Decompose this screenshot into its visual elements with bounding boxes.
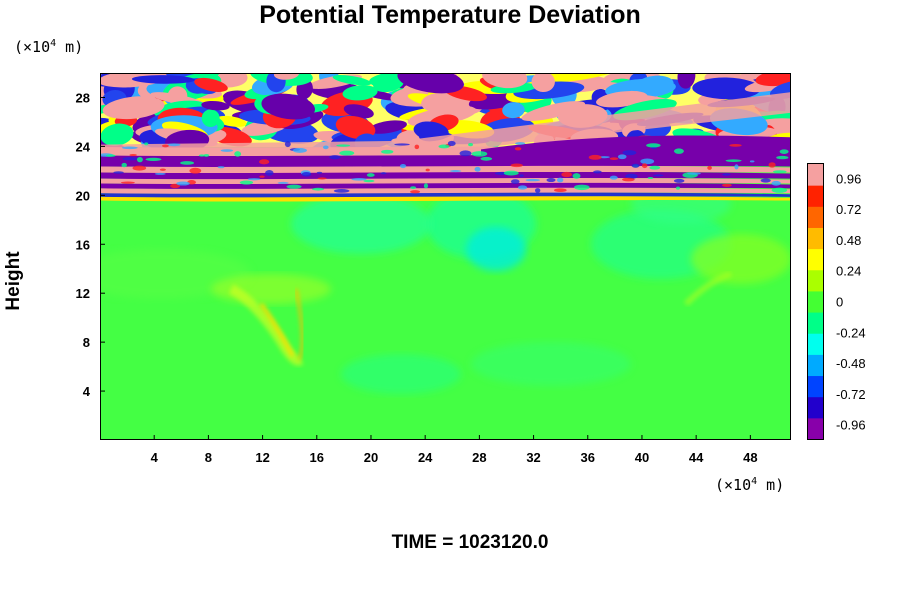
y-tick: 4: [83, 384, 105, 399]
y-tick-label: 28: [76, 90, 90, 105]
colorbar-swatch: [808, 333, 823, 345]
colorbar-swatch: [808, 354, 823, 366]
x-tick: 32: [526, 435, 541, 465]
colorbar-swatch: [808, 216, 823, 228]
colorbar-swatch: [808, 396, 823, 408]
colorbar-swatch: [808, 322, 823, 334]
x-tick: 36: [581, 435, 595, 465]
x-tick-label: 32: [526, 450, 540, 465]
y-tick-label: 8: [83, 335, 90, 350]
time-label: TIME = 1023120.0: [391, 532, 549, 553]
y-tick-label: 24: [76, 139, 91, 154]
colorbar-swatch: [808, 417, 823, 429]
x-unit-prefix: (×10: [715, 476, 752, 494]
x-tick-label: 28: [472, 450, 486, 465]
colorbar-swatch: [808, 301, 823, 313]
colorbar-swatch: [808, 280, 823, 292]
x-tick: 28: [472, 435, 487, 465]
y-axis-unit: (×104 m): [14, 35, 83, 56]
y-tick: 8: [83, 335, 105, 350]
x-tick-label: 4: [151, 450, 159, 465]
colorbar-swatch: [808, 227, 823, 239]
y-tick: 24: [76, 139, 105, 154]
x-tick-label: 16: [310, 450, 324, 465]
colorbar-swatch: [808, 312, 823, 324]
colorbar-label: -0.72: [836, 387, 866, 402]
x-tick-label: 36: [581, 450, 595, 465]
colorbar-swatch: [808, 164, 823, 176]
colorbar-label: 0: [836, 295, 843, 310]
colorbar-label: -0.48: [836, 356, 866, 371]
x-tick-label: 48: [743, 450, 757, 465]
y-unit-prefix: (×10: [14, 38, 51, 56]
colorbar-label: -0.24: [836, 325, 866, 340]
x-tick: 8: [205, 435, 212, 465]
colorbar-swatch: [808, 386, 823, 398]
y-tick: 16: [76, 237, 105, 252]
colorbar-label: 0.72: [836, 202, 861, 217]
colorbar-swatch: [808, 428, 823, 440]
y-tick: 28: [76, 90, 105, 105]
x-unit-suffix: m): [757, 476, 785, 494]
x-tick-label: 8: [205, 450, 212, 465]
colorbar-label: 0.96: [836, 171, 861, 186]
colorbar-swatch: [808, 174, 823, 186]
x-tick-label: 12: [255, 450, 269, 465]
y-tick-label: 4: [83, 384, 91, 399]
colorbar-swatch: [808, 259, 823, 271]
y-tick-label: 12: [76, 286, 90, 301]
x-tick-label: 24: [418, 450, 433, 465]
colorbar-label: -0.96: [836, 418, 866, 433]
x-tick: 20: [364, 435, 378, 465]
colorbar-swatch: [808, 407, 823, 419]
colorbar-swatch: [808, 206, 823, 218]
x-tick: 48: [743, 435, 758, 465]
x-tick-label: 40: [635, 450, 649, 465]
colorbar-swatch: [808, 248, 823, 260]
x-axis-unit: (×104 m): [715, 473, 784, 494]
x-tick-label: 20: [364, 450, 378, 465]
y-tick: 12: [76, 286, 105, 301]
y-tick-label: 20: [76, 188, 90, 203]
x-tick: 12: [255, 435, 270, 465]
chart-title: Potential Temperature Deviation: [259, 1, 641, 29]
x-tick: 4: [151, 435, 159, 465]
x-tick: 44: [689, 435, 704, 465]
colorbar-swatch: [808, 343, 823, 355]
x-tick: 40: [635, 435, 649, 465]
y-tick-label: 16: [76, 237, 90, 252]
colorbar-swatch: [808, 290, 823, 302]
x-tick: 16: [310, 435, 324, 465]
x-tick-label: 44: [689, 450, 704, 465]
colorbar-swatch: [808, 195, 823, 207]
y-unit-suffix: m): [56, 38, 84, 56]
y-unit-exponent: 4: [50, 38, 57, 49]
x-tick: 24: [418, 435, 433, 465]
colorbar-label: 0.24: [836, 264, 861, 279]
colorbar-swatch: [808, 269, 823, 281]
colorbar-swatch: [808, 185, 823, 197]
colorbar-swatch: [808, 375, 823, 387]
colorbar-label: 0.48: [836, 233, 861, 248]
colorbar: [807, 163, 824, 440]
x-unit-exponent: 4: [751, 476, 758, 487]
colorbar-swatch: [808, 238, 823, 250]
heatmap-plot: [100, 73, 791, 440]
upper-wave-region: [101, 74, 790, 202]
y-tick: 20: [76, 188, 105, 203]
colorbar-swatch: [808, 364, 823, 377]
